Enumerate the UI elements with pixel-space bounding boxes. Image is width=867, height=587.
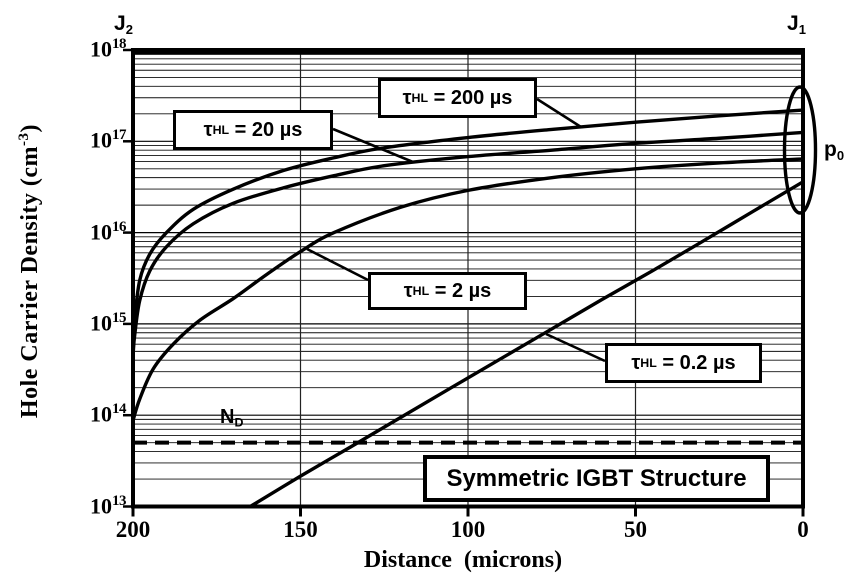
junction-j2-label: J2: [114, 12, 133, 37]
series-curve-tau-hl-200us: [131, 108, 805, 350]
series-label-value: = 20 µs: [229, 118, 303, 141]
series-label-value: = 200 µs: [428, 86, 513, 109]
series-label-value: = 0.2 µs: [656, 351, 736, 374]
series-label-box-2us: τ HL = 2 µs: [368, 272, 527, 310]
x-tick-label: 100: [450, 517, 486, 542]
y-axis-title-text: Hole Carrier Density (cm: [17, 145, 43, 419]
tau-subscript: HL: [411, 91, 429, 105]
callout-leader-tau-hl-200us: [536, 97, 582, 129]
j2-subscript: 2: [125, 21, 133, 37]
tau-subscript: HL: [212, 123, 230, 137]
callout-leader-tau-hl-2us: [306, 247, 369, 282]
x-tick-label: 0: [797, 517, 809, 542]
series-curve-tau-hl-2us: [131, 157, 805, 422]
callout-leader-tau-hl-20us: [332, 127, 414, 164]
series-label-box-0-2us: τ HL = 0.2 µs: [605, 343, 762, 383]
x-axis-title: Distance (microns): [363, 547, 563, 573]
y-tick-label: 1014: [90, 401, 127, 427]
nd-doping-label: ND: [220, 406, 243, 430]
tau-symbol: τ: [403, 279, 413, 302]
p0-subscript: 0: [836, 147, 845, 163]
callout-leader-tau-hl-0-2us: [545, 332, 606, 363]
series-label-box-200us: τ HL = 200 µs: [378, 78, 537, 118]
tau-symbol: τ: [631, 351, 641, 374]
y-tick-label: 1015: [90, 309, 127, 336]
y-tick-label: 1016: [90, 218, 127, 244]
structure-title-text: Symmetric IGBT Structure: [446, 464, 747, 492]
x-tick-label: 200: [115, 517, 151, 542]
structure-title-box: Symmetric IGBT Structure: [423, 455, 770, 502]
junction-j1-label: J1: [787, 12, 806, 37]
x-tick-label: 50: [624, 517, 647, 542]
nd-symbol: N: [220, 406, 235, 428]
p0-label: p0: [824, 138, 844, 163]
series-curve-tau-hl-20us: [131, 130, 805, 354]
p0-symbol: p: [824, 138, 837, 161]
j2-symbol: J: [114, 12, 126, 35]
p0-ellipse: [782, 85, 818, 215]
y-tick-label: 1013: [90, 492, 127, 518]
series-curve-tau-hl-0-2us: [248, 180, 805, 509]
j1-symbol: J: [787, 12, 799, 35]
tau-symbol: τ: [402, 86, 412, 109]
y-tick-label: 1017: [90, 127, 127, 153]
series-label-value: = 2 µs: [429, 279, 492, 302]
series-label-box-20us: τ HL = 20 µs: [173, 110, 333, 150]
tau-subscript: HL: [412, 284, 430, 298]
y-tick-label: 1018: [90, 36, 127, 62]
tau-symbol: τ: [203, 118, 213, 141]
x-tick-label: 150: [283, 517, 318, 542]
nd-subscript: D: [234, 415, 244, 430]
tau-subscript: HL: [640, 356, 657, 370]
y-axis-title: Hole Carrier Density (cm-3): [16, 41, 44, 501]
j1-subscript: 1: [798, 21, 806, 37]
